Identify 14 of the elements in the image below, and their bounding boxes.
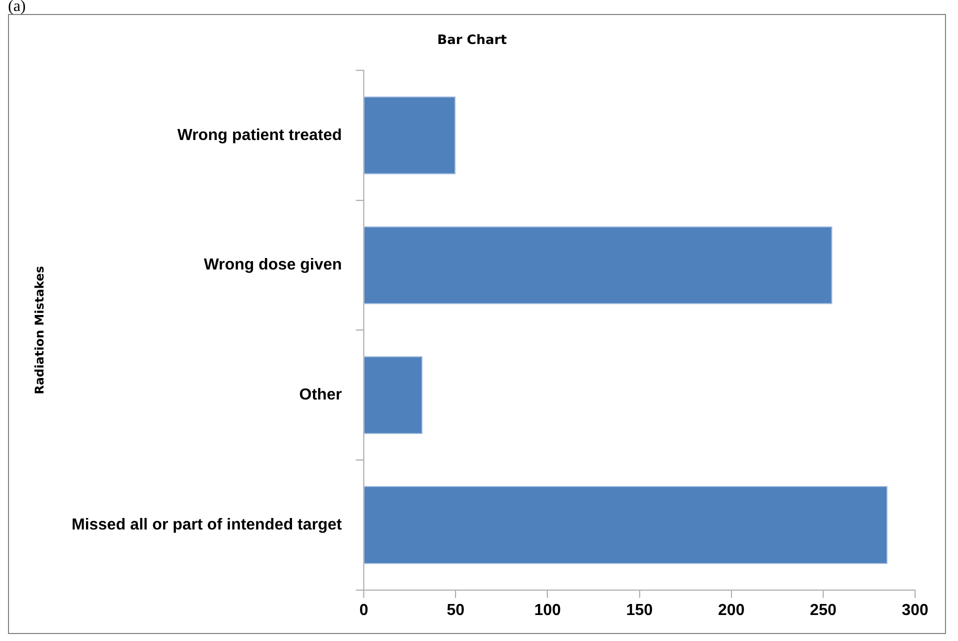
x-tick-label: 50: [446, 602, 465, 619]
text: (a): [8, 0, 26, 15]
x-tick-label: 150: [626, 602, 653, 619]
y-tick-label: Wrong patient treated: [177, 126, 342, 144]
x-tick-label: 250: [810, 602, 837, 619]
chart-title: Bar Chart: [437, 33, 507, 48]
x-tick-label: 0: [359, 602, 368, 619]
y-tick-label: Missed all or part of intended target: [72, 516, 343, 534]
y-axis-title: Radiation Mistakes: [32, 266, 46, 394]
y-tick-label: Wrong dose given: [204, 256, 342, 274]
x-tick-label: 300: [902, 602, 928, 619]
x-tick-label: 200: [718, 602, 745, 619]
x-tick-label: 100: [534, 602, 561, 619]
y-tick-label: Other: [299, 386, 342, 404]
